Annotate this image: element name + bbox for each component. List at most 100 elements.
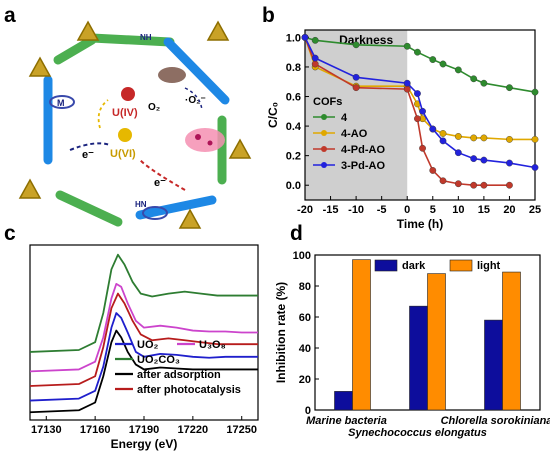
x-axis-label-c: Energy (eV) bbox=[111, 437, 178, 451]
chart-d: 0 20 40 60 80 100 Inhibition rate (%) Marine ba… bbox=[274, 250, 550, 439]
x-tick-label-b: 10 bbox=[452, 204, 464, 216]
chart-b: Darkness -20 -15 -10 -5 0 5 10 15 20 25 0.0 0.2 0.4 0.… bbox=[266, 29, 541, 231]
legend-label-c: UO₂CO₃ bbox=[137, 354, 180, 366]
data-point bbox=[311, 54, 319, 62]
data-point bbox=[419, 144, 426, 152]
oxygen-icon bbox=[158, 67, 186, 83]
data-point bbox=[470, 134, 478, 142]
data-point bbox=[439, 60, 447, 68]
data-point bbox=[470, 181, 478, 189]
bacteria-icon bbox=[185, 128, 225, 152]
bar-dark bbox=[334, 391, 353, 411]
y-tick-label-b: 0.4 bbox=[286, 121, 302, 133]
legend-swatch-d bbox=[374, 259, 398, 272]
spectrum-line-UO₂CO₃ bbox=[29, 253, 258, 353]
legend-marker-b bbox=[321, 146, 327, 152]
data-point bbox=[403, 42, 411, 50]
bar-dark bbox=[484, 319, 503, 411]
data-point bbox=[352, 73, 360, 81]
data-point bbox=[480, 79, 488, 87]
data-point bbox=[506, 84, 513, 92]
legend-label-c: after photocatalysis bbox=[137, 384, 241, 396]
bar-light bbox=[427, 273, 446, 411]
data-point bbox=[429, 167, 437, 174]
electron-label-right: e⁻ bbox=[154, 177, 166, 189]
superoxide-arrow bbox=[184, 87, 203, 111]
x-tick-label-b: 25 bbox=[529, 204, 541, 216]
data-point bbox=[454, 180, 462, 188]
legend-swatch-d bbox=[449, 259, 473, 272]
x-tick-label-b: 0 bbox=[404, 204, 410, 216]
data-point bbox=[403, 79, 411, 87]
legend-label-b: 4 bbox=[341, 112, 348, 124]
data-point bbox=[414, 90, 421, 97]
panel-letter-a: a bbox=[4, 4, 16, 27]
data-point bbox=[439, 130, 447, 137]
y-tick-label-d: 20 bbox=[299, 374, 311, 386]
data-point bbox=[419, 107, 426, 115]
spectrum-line-after photocatalysis bbox=[29, 292, 258, 387]
data-point bbox=[414, 48, 421, 56]
nh-label: NH bbox=[140, 33, 152, 42]
data-point bbox=[531, 135, 539, 143]
legend-label-b: 4-Pd-AO bbox=[341, 144, 385, 156]
chart-c: 17130 17160 17190 17220 17250 Energy (eV) UO₂ U… bbox=[29, 244, 259, 451]
electron-label-left: e⁻ bbox=[82, 149, 94, 161]
data-point bbox=[480, 156, 488, 164]
data-point bbox=[311, 60, 319, 68]
schematic-panel-a: M NH HN e⁻ e⁻ U(IV) U(VI) O₂ ·O₂⁻ bbox=[18, 20, 252, 229]
x-tick-label-c: 17160 bbox=[80, 424, 111, 436]
oxygen-label: O₂ bbox=[148, 102, 160, 113]
category-label: Marine bacteria bbox=[306, 415, 387, 427]
data-point bbox=[531, 88, 539, 96]
metal-label: M bbox=[57, 98, 65, 108]
x-tick-label-b: 5 bbox=[430, 204, 436, 216]
y-tick-label-b: 0.6 bbox=[286, 92, 301, 104]
data-point bbox=[480, 134, 488, 142]
reduction-arrow bbox=[97, 99, 109, 129]
y-tick-label-d: 80 bbox=[299, 281, 311, 293]
data-point bbox=[429, 56, 437, 63]
legend-label-b: 3-Pd-AO bbox=[341, 160, 385, 172]
y-tick-label-d: 100 bbox=[293, 250, 311, 262]
hn-label: HN bbox=[135, 200, 147, 209]
x-tick-label-b: 20 bbox=[503, 204, 515, 216]
data-point bbox=[506, 135, 513, 143]
x-tick-label-b: -15 bbox=[323, 204, 339, 216]
electron-arrow-right bbox=[139, 159, 186, 191]
metal-site bbox=[49, 95, 168, 220]
bar-light bbox=[352, 259, 371, 411]
panel-letter-b: b bbox=[262, 4, 275, 27]
legend-label-d: dark bbox=[402, 260, 426, 272]
data-point bbox=[531, 164, 539, 171]
x-tick-label-b: -5 bbox=[377, 204, 387, 216]
spectrum-line-U₃O₈ bbox=[29, 282, 258, 373]
y-tick-label-b: 0.0 bbox=[286, 180, 301, 192]
legend-label-c: U₃O₈ bbox=[199, 339, 226, 351]
data-point bbox=[429, 125, 437, 133]
legend-label-b: 4-AO bbox=[341, 128, 368, 140]
data-point bbox=[454, 149, 462, 157]
data-point bbox=[301, 33, 309, 41]
bar-dark bbox=[409, 305, 428, 411]
darkness-label: Darkness bbox=[339, 33, 393, 47]
data-point bbox=[439, 137, 447, 145]
panel-letter-d: d bbox=[290, 222, 303, 245]
u4-label: U(IV) bbox=[112, 107, 138, 119]
legend-label-c: UO₂ bbox=[137, 339, 159, 351]
y-tick-label-b: 1.0 bbox=[286, 32, 301, 44]
legend-label-d: light bbox=[477, 260, 501, 272]
x-tick-label-c: 17250 bbox=[226, 424, 257, 436]
x-tick-label-c: 17190 bbox=[129, 424, 160, 436]
x-tick-label-b: -10 bbox=[348, 204, 364, 216]
data-point bbox=[352, 84, 360, 92]
legend-marker-b bbox=[321, 114, 327, 120]
data-point bbox=[439, 177, 447, 185]
y-tick-label-d: 40 bbox=[299, 343, 311, 355]
x-axis-label-b: Time (h) bbox=[397, 217, 443, 231]
cof-linker bbox=[43, 33, 230, 227]
y-tick-label-d: 0 bbox=[305, 405, 311, 417]
data-point bbox=[414, 115, 421, 123]
y-tick-label-b: 0.2 bbox=[286, 151, 301, 163]
darkness-region bbox=[305, 30, 408, 200]
